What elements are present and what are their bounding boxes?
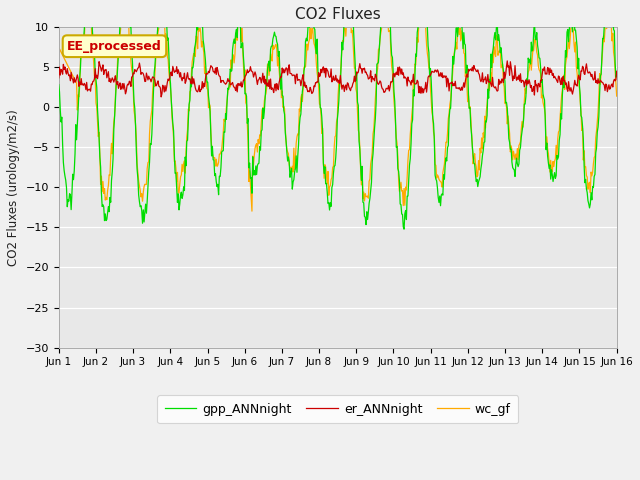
er_ANNnight xyxy=(122,88,130,94)
wc_gf xyxy=(209,151,216,157)
er_ANNnight xyxy=(209,69,217,74)
Legend: gpp_ANNnight, er_ANNnight, wc_gf: gpp_ANNnight, er_ANNnight, wc_gf xyxy=(157,396,518,423)
gpp_ANNnight xyxy=(407,141,415,146)
gpp_ANNnight xyxy=(424,24,431,29)
er_ANNnight xyxy=(406,79,414,85)
gpp_ANNnight xyxy=(65,198,73,204)
gpp_ANNnight xyxy=(180,184,188,190)
gpp_ANNnight xyxy=(613,72,621,77)
wc_gf xyxy=(248,208,256,214)
er_ANNnight xyxy=(157,94,165,100)
wc_gf xyxy=(236,0,244,2)
wc_gf xyxy=(122,7,130,12)
Line: gpp_ANNnight: gpp_ANNnight xyxy=(59,0,617,229)
wc_gf xyxy=(613,93,621,99)
wc_gf xyxy=(179,168,187,174)
Line: wc_gf: wc_gf xyxy=(59,0,617,211)
wc_gf xyxy=(55,45,63,50)
er_ANNnight xyxy=(422,89,430,95)
er_ANNnight xyxy=(504,58,511,64)
er_ANNnight xyxy=(180,75,188,81)
gpp_ANNnight xyxy=(55,82,63,87)
er_ANNnight xyxy=(55,75,63,81)
er_ANNnight xyxy=(613,68,621,74)
gpp_ANNnight xyxy=(209,157,217,163)
Title: CO2 Fluxes: CO2 Fluxes xyxy=(295,7,381,22)
wc_gf xyxy=(407,121,415,127)
Y-axis label: CO2 Fluxes (urology/m2/s): CO2 Fluxes (urology/m2/s) xyxy=(7,109,20,266)
er_ANNnight xyxy=(65,73,73,79)
wc_gf xyxy=(424,50,431,56)
wc_gf xyxy=(65,65,73,71)
gpp_ANNnight xyxy=(400,226,408,232)
Line: er_ANNnight: er_ANNnight xyxy=(59,61,617,97)
Text: EE_processed: EE_processed xyxy=(67,40,162,53)
